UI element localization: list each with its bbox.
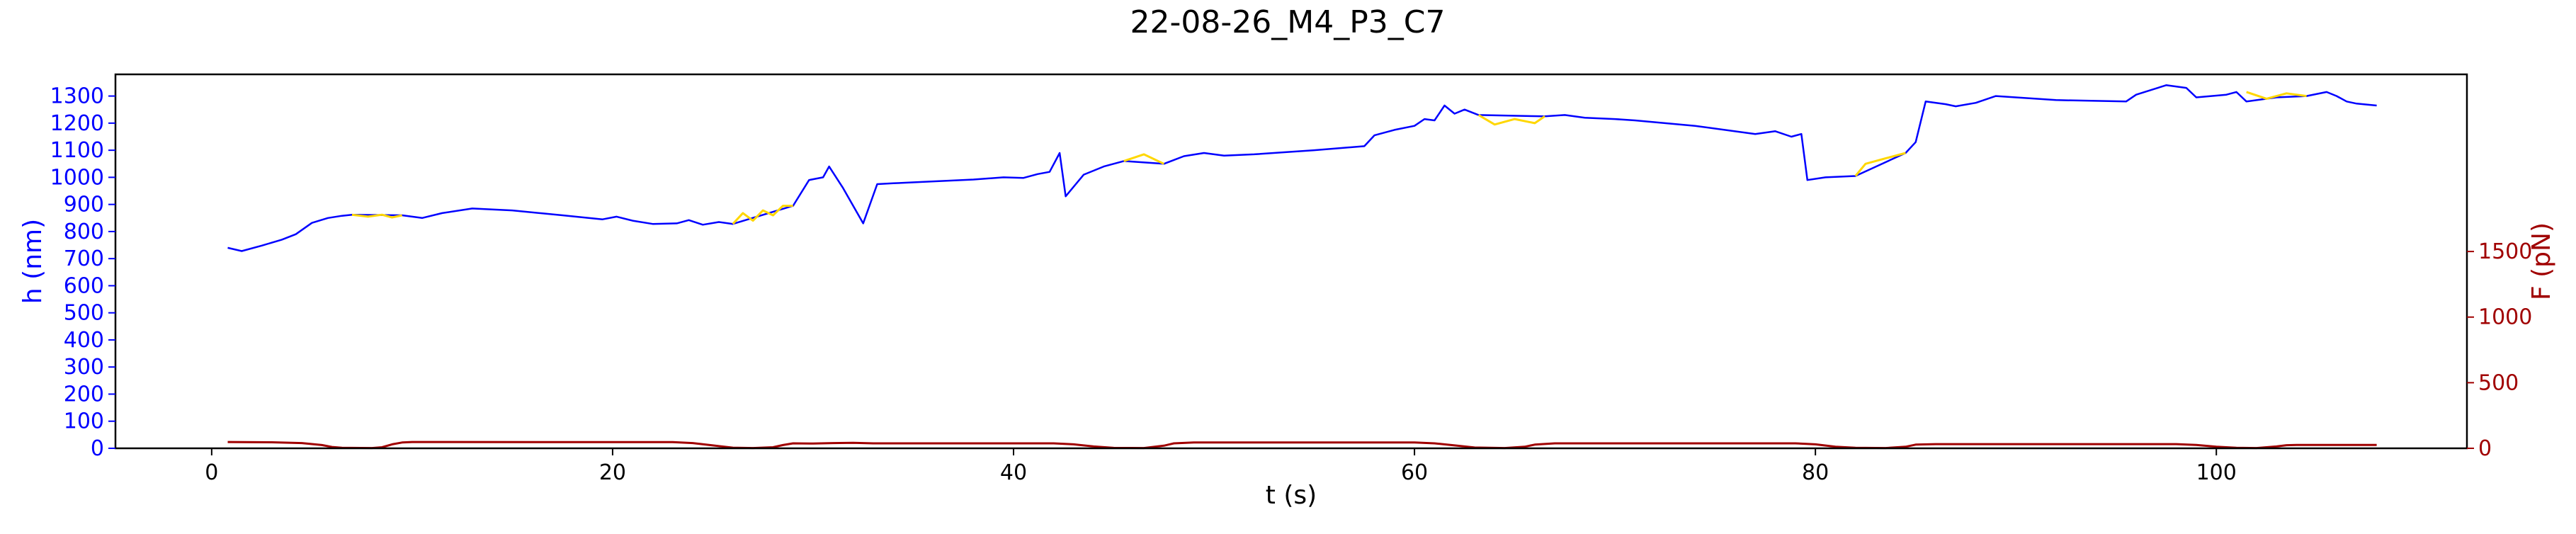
x-tick-label: 0 <box>205 460 218 485</box>
x-tick-label: 80 <box>1802 460 1829 485</box>
y-left-tick-label: 100 <box>64 409 104 434</box>
highlight-segment-6 <box>2246 91 2307 100</box>
y-right-tick-label: 1000 <box>2478 305 2532 330</box>
y-right-tick-label: 500 <box>2478 370 2519 395</box>
y-left-tick-label: 0 <box>91 436 104 461</box>
plot-frame <box>114 73 2468 450</box>
highlight-segment-2 <box>732 205 793 225</box>
y-left-tick-label: 1200 <box>50 111 104 136</box>
x-tick-label: 20 <box>599 460 626 485</box>
y-right-axis-ticks: 0 500 1000 1500 <box>2467 239 2532 461</box>
x-axis-label: t (s) <box>1266 481 1317 510</box>
y-left-tick-label: 800 <box>64 220 104 244</box>
highlight-segment-5 <box>1854 152 1906 177</box>
y-left-tick-label: 1300 <box>50 84 104 109</box>
y-right-tick-label: 0 <box>2478 436 2492 461</box>
y-left-tick-label: 900 <box>64 193 104 217</box>
highlight-segment-1 <box>351 213 403 219</box>
y-left-tick-label: 600 <box>64 273 104 298</box>
y-right-tick-label: 1500 <box>2478 239 2532 264</box>
x-axis-ticks: 0 20 40 60 80 100 <box>205 448 2237 485</box>
y-left-axis-label: h (nm) <box>18 219 47 304</box>
plot-marks <box>227 84 2377 450</box>
y-left-tick-label: 400 <box>64 328 104 353</box>
y-left-tick-label: 700 <box>64 246 104 271</box>
y-left-tick-label: 1000 <box>50 165 104 190</box>
highlight-segment-3 <box>1123 153 1164 165</box>
y-left-tick-label: 500 <box>64 301 104 326</box>
highlight-segment-4 <box>1477 114 1545 126</box>
x-tick-label: 40 <box>1000 460 1027 485</box>
x-tick-label: 100 <box>2196 460 2237 485</box>
force-series-line <box>227 441 2377 450</box>
chart-title: 22-08-26_M4_P3_C7 <box>1130 4 1446 40</box>
y-right-axis-label: F (pN) <box>2527 222 2556 300</box>
y-left-tick-label: 200 <box>64 382 104 407</box>
height-series-line <box>227 84 2377 252</box>
x-tick-label: 60 <box>1401 460 1428 485</box>
y-left-tick-label: 1100 <box>50 138 104 163</box>
y-left-tick-label: 300 <box>64 355 104 380</box>
